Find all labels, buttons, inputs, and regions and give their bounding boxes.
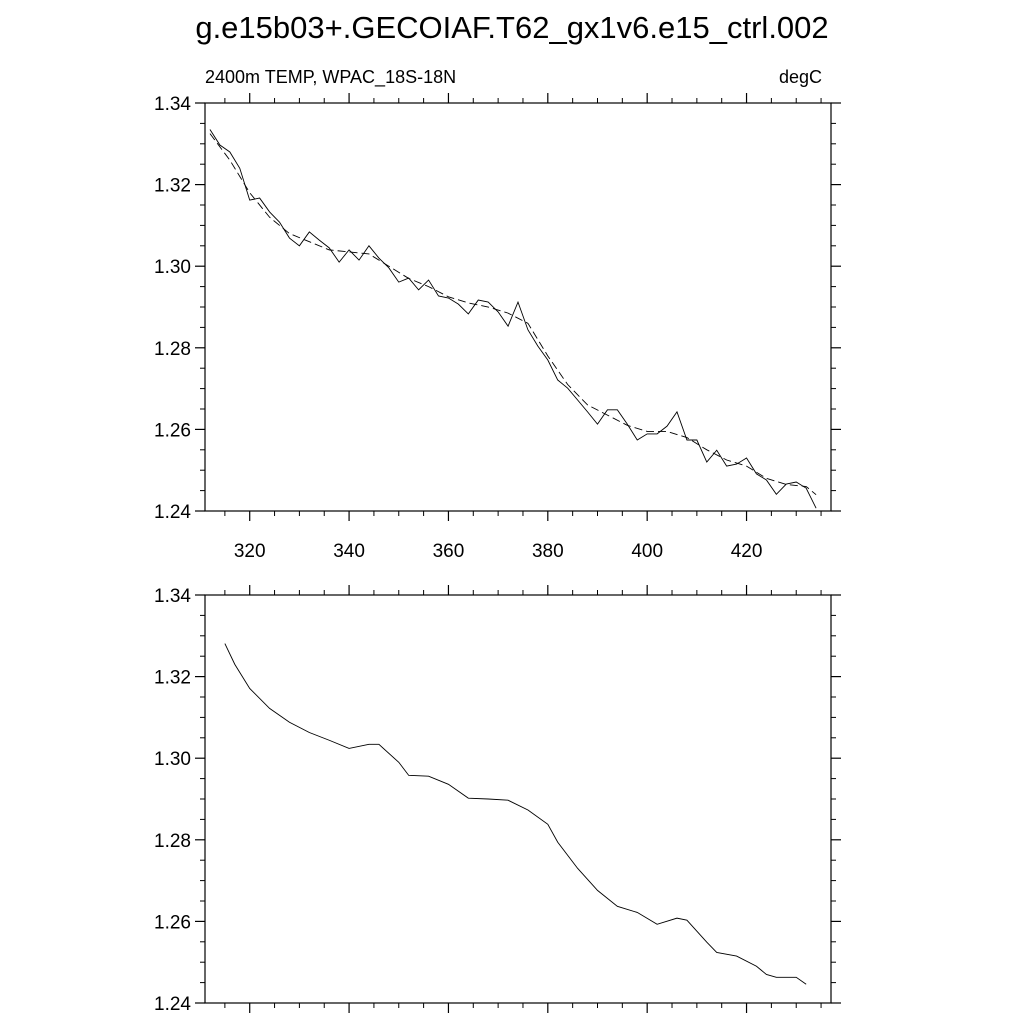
- plot-frame: [204, 102, 832, 512]
- left-string: 2400m TEMP, WPAC_18S-18N: [205, 67, 456, 88]
- y-tick-label: 1.30: [154, 749, 191, 770]
- right-string: degC: [779, 67, 822, 87]
- y-tick-label: 1.26: [154, 420, 191, 441]
- y-tick-label: 1.30: [154, 257, 191, 278]
- plot-frame: [204, 594, 832, 1004]
- y-tick-label: 1.32: [154, 668, 191, 689]
- data-line: [209, 129, 817, 509]
- y-tick-label: 1.34: [154, 94, 191, 115]
- x-tick-label: 360: [433, 541, 465, 562]
- x-tick-label: 380: [532, 541, 564, 562]
- y-tick-label: 1.26: [154, 912, 191, 933]
- x-tick-label: 400: [631, 541, 663, 562]
- chart-title: g.e15b03+.GECOIAF.T62_gx1v6.e15_ctrl.002: [195, 10, 828, 45]
- x-tick-label: 420: [731, 541, 763, 562]
- y-tick-label: 1.28: [154, 339, 191, 360]
- y-tick-label: 1.28: [154, 831, 191, 852]
- y-tick-label: 1.24: [154, 502, 191, 523]
- y-tick-label: 1.32: [154, 176, 191, 197]
- smoothed-line: [209, 133, 817, 496]
- x-tick-label: 340: [333, 541, 365, 562]
- y-tick-label: 1.34: [154, 586, 191, 607]
- x-tick-label: 320: [234, 541, 266, 562]
- data-line: [224, 643, 807, 985]
- y-tick-label: 1.24: [154, 994, 191, 1015]
